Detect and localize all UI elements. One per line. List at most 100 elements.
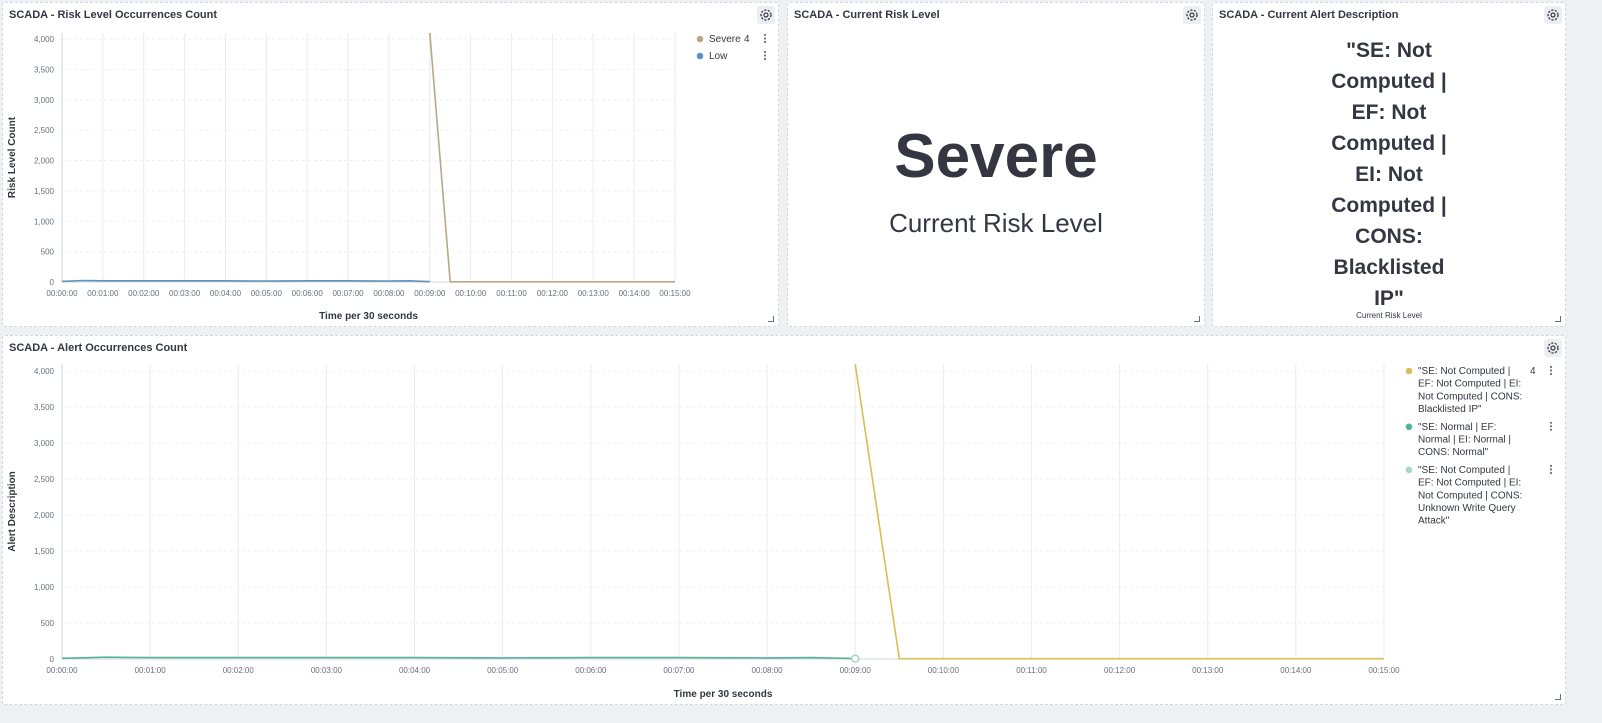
legend-item-2[interactable]: "SE: Not Computed | EF: Not Computed | EI…	[1405, 464, 1553, 527]
risk-level-panel-resize-handle[interactable]	[768, 316, 774, 322]
y-tick-label: 0	[50, 278, 55, 287]
x-tick-label: 00:08:00	[373, 289, 405, 298]
legend-options-icon[interactable]	[1549, 365, 1553, 376]
y-tick-label: 500	[41, 619, 55, 628]
x-tick-label: 00:14:00	[619, 289, 651, 298]
current-alert-label: Current Risk Level	[1356, 311, 1422, 320]
current-alert-value: "SE: Not Computed | EF: Not Computed | E…	[1331, 39, 1447, 310]
x-tick-label: 00:01:00	[135, 666, 167, 675]
x-tick-label: 00:07:00	[332, 289, 364, 298]
current-risk-panel-title: SCADA - Current Risk Level	[794, 9, 940, 21]
y-tick-label: 3,500	[34, 403, 55, 412]
y-tick-label: 0	[50, 655, 55, 664]
x-tick-label: 00:00:00	[46, 666, 78, 675]
x-tick-label: 00:11:00	[1016, 666, 1047, 675]
current-alert-panel-resize-handle[interactable]	[1555, 316, 1561, 322]
current-alert-panel: SCADA - Current Alert Description "SE: N…	[1212, 2, 1566, 327]
x-tick-label: 00:10:00	[928, 666, 960, 675]
y-tick-label: 3,500	[34, 65, 55, 74]
alert-occurrences-panel-gear-icon[interactable]	[1544, 339, 1562, 357]
legend-label: "SE: Normal | EF:	[1418, 422, 1496, 433]
y-tick-label: 4,000	[34, 367, 55, 376]
x-tick-label: 00:09:00	[840, 666, 872, 675]
legend-label: Severe	[709, 34, 741, 45]
legend-options-icon[interactable]	[763, 33, 767, 44]
x-tick-label: 00:06:00	[575, 666, 607, 675]
x-tick-label: 00:12:00	[537, 289, 569, 298]
y-axis-title: Risk Level Count	[7, 116, 18, 198]
alert-occurrences-chart: 00:00:00 00:01:00 00:02:00 00:03:00 00:04:00…	[7, 363, 1553, 700]
series-line-0	[854, 363, 1384, 660]
alert-occurrences-panel: SCADA - Alert Occurrences Count 00:00:00…	[2, 335, 1566, 705]
alert-occurrences-panel-resize-handle[interactable]	[1555, 694, 1561, 700]
legend-value: 4	[1530, 366, 1536, 377]
current-risk-label: Current Risk Level	[889, 208, 1103, 238]
y-tick-label: 2,000	[34, 157, 55, 166]
legend-options-icon[interactable]	[763, 50, 767, 61]
y-tick-label: 4,000	[34, 35, 55, 44]
risk-level-panel: SCADA - Risk Level Occurrences Count 00:…	[2, 2, 779, 327]
risk-level-panel-title: SCADA - Risk Level Occurrences Count	[9, 9, 218, 21]
legend-label: CONS: Normal"	[1418, 447, 1489, 458]
legend-color-dot	[1405, 466, 1413, 474]
legend-item-0[interactable]: "SE: Not Computed | EF: Not Computed | EI…	[1405, 365, 1553, 415]
legend-label: Normal | EI: Normal |	[1418, 435, 1511, 446]
x-tick-label: 00:12:00	[1104, 666, 1136, 675]
legend-label: Attack"	[1418, 516, 1450, 527]
x-tick-label: 00:02:00	[223, 666, 255, 675]
y-tick-label: 1,500	[34, 187, 55, 196]
x-tick-label: 00:13:00	[1192, 666, 1224, 675]
legend-label: Blacklisted IP"	[1418, 404, 1482, 415]
legend-item-0[interactable]: Severe 4	[696, 33, 767, 45]
legend-label: Not Computed | CONS:	[1418, 490, 1522, 501]
legend-item-1[interactable]: "SE: Normal | EF: Normal | EI: Normal |CO…	[1405, 421, 1553, 459]
x-tick-label: 00:13:00	[578, 289, 610, 298]
x-tick-label: 00:09:00	[414, 289, 446, 298]
x-tick-label: 00:02:00	[128, 289, 160, 298]
current-risk-panel-resize-handle[interactable]	[1194, 316, 1200, 322]
x-tick-label: 00:04:00	[210, 289, 242, 298]
legend-label: EF: Not Computed | EI:	[1418, 478, 1521, 489]
x-tick-label: 00:00:00	[46, 289, 78, 298]
current-risk-value: Severe	[894, 122, 1098, 191]
current-risk-panel-gear-icon[interactable]	[1183, 6, 1201, 24]
legend-label: Unknown Write Query	[1418, 503, 1516, 514]
series-line-1	[61, 279, 430, 283]
y-tick-label: 500	[41, 248, 55, 257]
legend-label: Low	[709, 51, 728, 62]
legend-label: Not Computed | CONS:	[1418, 391, 1522, 402]
alert-occurrences-panel-title: SCADA - Alert Occurrences Count	[9, 342, 188, 354]
legend-color-dot	[696, 35, 704, 43]
series-point-2	[850, 654, 860, 663]
x-tick-label: 00:15:00	[1368, 666, 1400, 675]
legend-item-1[interactable]: Low	[696, 50, 767, 62]
risk-level-panel-gear-icon[interactable]	[757, 6, 775, 24]
y-axis-title: Alert Description	[7, 471, 18, 552]
y-tick-label: 2,500	[34, 126, 55, 135]
x-tick-label: 00:14:00	[1280, 666, 1312, 675]
x-tick-label: 00:07:00	[663, 666, 695, 675]
current-alert-panel-title: SCADA - Current Alert Description	[1219, 9, 1399, 21]
current-alert-panel-gear-icon[interactable]	[1544, 6, 1562, 24]
y-tick-label: 2,500	[34, 475, 55, 484]
x-tick-label: 00:05:00	[487, 666, 519, 675]
legend-options-icon[interactable]	[1549, 464, 1553, 474]
legend-color-dot	[1405, 367, 1413, 375]
x-axis-title: Time per 30 seconds	[319, 311, 418, 322]
current-risk-panel: SCADA - Current Risk Level Severe Curren…	[787, 2, 1205, 327]
series-line-0	[429, 32, 675, 283]
legend-options-icon[interactable]	[1549, 421, 1553, 431]
x-tick-label: 00:11:00	[496, 289, 527, 298]
x-tick-label: 00:06:00	[292, 289, 324, 298]
y-tick-label: 1,000	[34, 583, 55, 592]
legend-value: 4	[744, 34, 750, 45]
x-tick-label: 00:08:00	[751, 666, 783, 675]
y-tick-label: 1,500	[34, 547, 55, 556]
legend-color-dot	[1405, 423, 1413, 431]
x-tick-label: 00:04:00	[399, 666, 431, 675]
y-tick-label: 3,000	[34, 96, 55, 105]
x-tick-label: 00:05:00	[251, 289, 283, 298]
risk-level-chart: 00:00:00 00:01:00 00:02:00 00:03:00 00:04:00…	[7, 32, 767, 322]
legend-label: EF: Not Computed | EI:	[1418, 379, 1521, 390]
y-tick-label: 2,000	[34, 511, 55, 520]
